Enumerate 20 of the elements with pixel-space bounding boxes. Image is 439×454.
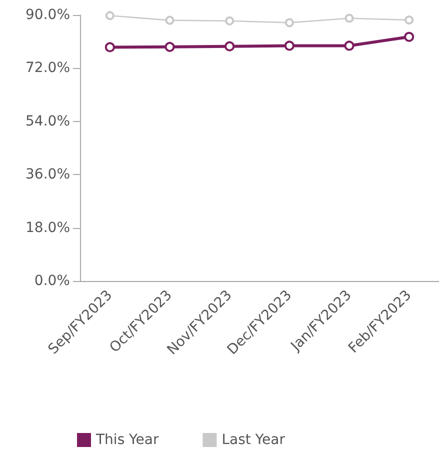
y-tick-label: 72.0% bbox=[26, 60, 70, 76]
y-tick-label: 90.0% bbox=[26, 7, 70, 23]
legend-label: Last Year bbox=[222, 432, 286, 448]
point bbox=[225, 16, 234, 26]
point bbox=[104, 42, 115, 52]
y-tick-label: 18.0% bbox=[26, 220, 70, 236]
point bbox=[284, 40, 294, 51]
point bbox=[224, 41, 235, 52]
y-tick-label: 54.0% bbox=[26, 113, 70, 130]
point bbox=[284, 18, 294, 28]
y-tick-label: 0.0% bbox=[34, 273, 70, 289]
point bbox=[105, 11, 114, 20]
point bbox=[344, 14, 354, 23]
point bbox=[164, 42, 175, 52]
point bbox=[404, 16, 414, 25]
y-tick-label: 36.0% bbox=[26, 166, 70, 183]
point bbox=[344, 40, 354, 51]
point bbox=[165, 16, 174, 25]
legend-label: This Year bbox=[95, 432, 159, 448]
point bbox=[404, 32, 414, 42]
